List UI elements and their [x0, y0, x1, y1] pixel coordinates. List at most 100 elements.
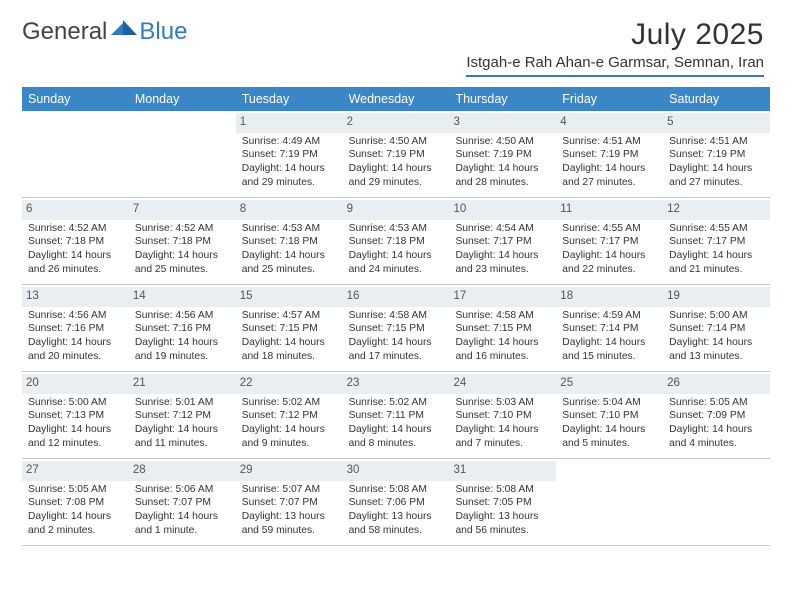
day-number: 15	[236, 287, 343, 307]
sunset-line: Sunset: 7:07 PM	[135, 496, 232, 510]
daylight-line: Daylight: 14 hours and 27 minutes.	[562, 162, 659, 190]
day-cell: 22Sunrise: 5:02 AMSunset: 7:12 PMDayligh…	[236, 372, 343, 458]
sunset-line: Sunset: 7:19 PM	[562, 148, 659, 162]
day-number: 2	[343, 113, 450, 133]
day-cell: 19Sunrise: 5:00 AMSunset: 7:14 PMDayligh…	[663, 285, 770, 371]
sunset-line: Sunset: 7:10 PM	[562, 409, 659, 423]
sunrise-line: Sunrise: 5:02 AM	[349, 396, 446, 410]
daylight-line: Daylight: 14 hours and 26 minutes.	[28, 249, 125, 277]
day-number: 16	[343, 287, 450, 307]
daylight-line: Daylight: 14 hours and 12 minutes.	[28, 423, 125, 451]
day-number: 25	[556, 374, 663, 394]
day-number: 17	[449, 287, 556, 307]
sunset-line: Sunset: 7:13 PM	[28, 409, 125, 423]
day-cell: 12Sunrise: 4:55 AMSunset: 7:17 PMDayligh…	[663, 198, 770, 284]
day-cell: 24Sunrise: 5:03 AMSunset: 7:10 PMDayligh…	[449, 372, 556, 458]
daylight-line: Daylight: 13 hours and 59 minutes.	[242, 510, 339, 538]
daylight-line: Daylight: 14 hours and 22 minutes.	[562, 249, 659, 277]
sunrise-line: Sunrise: 4:54 AM	[455, 222, 552, 236]
daylight-line: Daylight: 14 hours and 4 minutes.	[669, 423, 766, 451]
sunset-line: Sunset: 7:08 PM	[28, 496, 125, 510]
day-cell: 10Sunrise: 4:54 AMSunset: 7:17 PMDayligh…	[449, 198, 556, 284]
calendar-body: 1Sunrise: 4:49 AMSunset: 7:19 PMDaylight…	[22, 111, 770, 546]
day-cell: 17Sunrise: 4:58 AMSunset: 7:15 PMDayligh…	[449, 285, 556, 371]
day-cell: 21 Sunrise: 5:01 AMSunset: 7:12 PMDayligh…	[129, 372, 236, 458]
day-number: 8	[236, 200, 343, 220]
daylight-line: Daylight: 14 hours and 11 minutes.	[135, 423, 232, 451]
weekday-header: Thursday	[449, 87, 556, 111]
sunrise-line: Sunrise: 5:06 AM	[135, 483, 232, 497]
day-number: 23	[343, 374, 450, 394]
day-number: 18	[556, 287, 663, 307]
sunset-line: Sunset: 7:10 PM	[455, 409, 552, 423]
sunset-line: Sunset: 7:18 PM	[28, 235, 125, 249]
day-cell: 27 Sunrise: 5:05 AMSunset: 7:08 PMDayligh…	[22, 459, 129, 545]
sunset-line: Sunset: 7:18 PM	[242, 235, 339, 249]
day-number: 13	[22, 287, 129, 307]
daylight-line: Daylight: 14 hours and 19 minutes.	[135, 336, 232, 364]
day-number: 20	[22, 374, 129, 394]
day-cell: 11Sunrise: 4:55 AMSunset: 7:17 PMDayligh…	[556, 198, 663, 284]
day-number: 11	[556, 200, 663, 220]
sunrise-line: Sunrise: 4:50 AM	[349, 135, 446, 149]
daylight-line: Daylight: 13 hours and 56 minutes.	[455, 510, 552, 538]
day-number: 19	[663, 287, 770, 307]
weekday-header: Sunday	[22, 87, 129, 111]
daylight-line: Daylight: 14 hours and 24 minutes.	[349, 249, 446, 277]
page-title: July 2025	[466, 18, 764, 52]
day-cell: 4Sunrise: 4:51 AMSunset: 7:19 PMDaylight…	[556, 111, 663, 197]
day-number: 5	[663, 113, 770, 133]
day-number: 1	[236, 113, 343, 133]
daylight-line: Daylight: 14 hours and 1 minute.	[135, 510, 232, 538]
sunrise-line: Sunrise: 5:03 AM	[455, 396, 552, 410]
day-number: 6	[22, 200, 129, 220]
day-cell: 6Sunrise: 4:52 AMSunset: 7:18 PMDaylight…	[22, 198, 129, 284]
sunrise-line: Sunrise: 5:05 AM	[28, 483, 125, 497]
sunrise-line: Sunrise: 4:50 AM	[455, 135, 552, 149]
day-number: 29	[236, 461, 343, 481]
sunrise-line: Sunrise: 5:00 AM	[669, 309, 766, 323]
day-number: 22	[236, 374, 343, 394]
sunrise-line: Sunrise: 4:52 AM	[135, 222, 232, 236]
brand-blue: Blue	[139, 18, 187, 46]
sunset-line: Sunset: 7:15 PM	[455, 322, 552, 336]
sunset-line: Sunset: 7:12 PM	[135, 409, 232, 423]
weekday-header: Tuesday	[236, 87, 343, 111]
daylight-line: Daylight: 14 hours and 20 minutes.	[28, 336, 125, 364]
daylight-line: Daylight: 14 hours and 25 minutes.	[135, 249, 232, 277]
daylight-line: Daylight: 14 hours and 15 minutes.	[562, 336, 659, 364]
day-cell: 3Sunrise: 4:50 AMSunset: 7:19 PMDaylight…	[449, 111, 556, 197]
day-number: 28	[129, 461, 236, 481]
sunrise-line: Sunrise: 4:55 AM	[562, 222, 659, 236]
sunset-line: Sunset: 7:19 PM	[349, 148, 446, 162]
sunrise-line: Sunrise: 5:02 AM	[242, 396, 339, 410]
sunrise-line: Sunrise: 4:59 AM	[562, 309, 659, 323]
sunrise-line: Sunrise: 4:58 AM	[349, 309, 446, 323]
sunset-line: Sunset: 7:07 PM	[242, 496, 339, 510]
day-cell: 25Sunrise: 5:04 AMSunset: 7:10 PMDayligh…	[556, 372, 663, 458]
title-block: July 2025 Istgah-e Rah Ahan-e Garmsar, S…	[466, 18, 764, 77]
daylight-line: Daylight: 14 hours and 18 minutes.	[242, 336, 339, 364]
daylight-line: Daylight: 14 hours and 17 minutes.	[349, 336, 446, 364]
sunset-line: Sunset: 7:16 PM	[28, 322, 125, 336]
day-cell-empty	[129, 111, 236, 197]
sunset-line: Sunset: 7:14 PM	[562, 322, 659, 336]
sunrise-line: Sunrise: 5:07 AM	[242, 483, 339, 497]
sunset-line: Sunset: 7:17 PM	[669, 235, 766, 249]
daylight-line: Daylight: 14 hours and 23 minutes.	[455, 249, 552, 277]
day-cell: 20 Sunrise: 5:00 AMSunset: 7:13 PMDayligh…	[22, 372, 129, 458]
sunrise-line: Sunrise: 5:00 AM	[28, 396, 125, 410]
day-cell: 29 Sunrise: 5:07 AMSunset: 7:07 PMDayligh…	[236, 459, 343, 545]
day-number: 27	[22, 461, 129, 481]
sunrise-line: Sunrise: 4:53 AM	[242, 222, 339, 236]
day-number: 21	[129, 374, 236, 394]
weekday-header: Friday	[556, 87, 663, 111]
sunrise-line: Sunrise: 4:57 AM	[242, 309, 339, 323]
header: General Blue July 2025 Istgah-e Rah Ahan…	[0, 0, 792, 81]
sunrise-line: Sunrise: 5:01 AM	[135, 396, 232, 410]
daylight-line: Daylight: 14 hours and 2 minutes.	[28, 510, 125, 538]
calendar: SundayMondayTuesdayWednesdayThursdayFrid…	[22, 87, 770, 546]
sunrise-line: Sunrise: 4:53 AM	[349, 222, 446, 236]
sunset-line: Sunset: 7:19 PM	[455, 148, 552, 162]
day-number: 7	[129, 200, 236, 220]
